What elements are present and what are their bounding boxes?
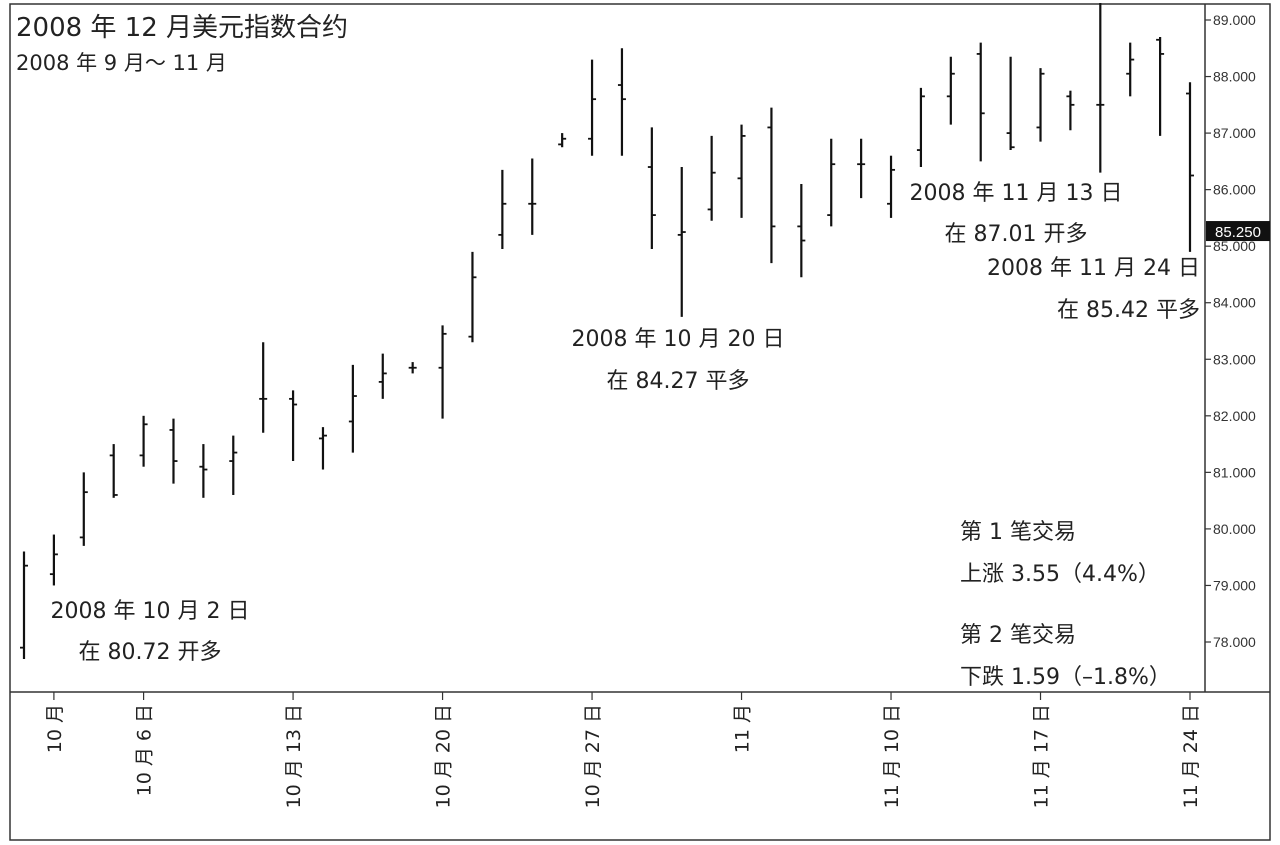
ohlc-bar xyxy=(318,427,327,470)
y-tick-label: 88.000 xyxy=(1213,69,1256,85)
x-tick-label: 11 月 10 日 xyxy=(881,704,903,808)
ohlc-bar xyxy=(79,472,88,546)
ohlc-bar xyxy=(946,56,955,125)
annotation-line1: 2008 年 11 月 13 日 xyxy=(910,181,1123,206)
x-tick-label: 10 月 6 日 xyxy=(134,704,156,796)
ohlc-bar xyxy=(558,133,567,148)
ohlc-bar xyxy=(647,127,656,250)
ohlc-bar xyxy=(1036,68,1045,142)
annotation-oct-2: 2008 年 10 月 2 日 在 80.72 开多 xyxy=(51,599,250,665)
annotation-nov-13: 2008 年 11 月 13 日 在 87.01 开多 xyxy=(910,181,1123,247)
x-tick-label: 10 月 13 日 xyxy=(283,704,305,808)
x-tick-label: 10 月 xyxy=(44,704,66,753)
ohlc-bar xyxy=(498,169,507,250)
annotation-line2: 在 84.27 平多 xyxy=(607,369,750,394)
y-tick-label: 83.000 xyxy=(1213,351,1256,367)
ohlc-bar xyxy=(677,167,686,317)
annotation-line2: 在 87.01 开多 xyxy=(945,222,1088,247)
ohlc-bar xyxy=(767,107,776,264)
ohlc-bar xyxy=(617,48,626,156)
ohlc-bar xyxy=(1066,90,1075,131)
annotation-line2: 在 80.72 开多 xyxy=(79,640,222,665)
ohlc-bar xyxy=(827,138,836,227)
ohlc-bar xyxy=(1096,3,1105,173)
y-tick-label: 81.000 xyxy=(1213,464,1256,480)
ohlc-bar xyxy=(887,155,896,218)
ohlc-bar xyxy=(139,415,148,467)
y-tick-label: 86.000 xyxy=(1213,182,1256,198)
ohlc-bar xyxy=(1006,56,1015,151)
y-tick-label: 89.000 xyxy=(1213,12,1256,28)
chart-subtitle: 2008 年 9 月～ 11 月 xyxy=(16,51,227,75)
last-price-marker: 85.250 xyxy=(1206,221,1270,242)
ohlc-bar xyxy=(229,435,238,495)
y-tick-label: 79.000 xyxy=(1213,577,1256,593)
annotation-line1: 2008 年 11 月 24 日 xyxy=(987,256,1200,281)
ohlc-bar xyxy=(588,59,597,156)
y-tick-label: 80.000 xyxy=(1213,521,1256,537)
chart-frame xyxy=(9,3,1271,841)
ohlc-bar xyxy=(976,42,985,162)
ohlc-bar xyxy=(348,364,357,453)
chart-title: 2008 年 12 月美元指数合约 xyxy=(16,13,348,43)
trade-summary: 第 1 笔交易 上涨 3.55（4.4%） 第 2 笔交易 下跌 1.59（–1… xyxy=(960,520,1171,690)
x-axis: 10 月 10 月 6 日 10 月 13 日 10 月 20 日 10 月 27 日 1… xyxy=(44,692,1202,808)
ohlc-bar xyxy=(408,362,417,374)
ohlc-bar xyxy=(109,444,118,498)
trade-2-result: 下跌 1.59（–1.8%） xyxy=(960,665,1171,690)
ohlc-bar xyxy=(199,444,208,498)
y-tick-label: 78.000 xyxy=(1213,634,1256,650)
x-tick-label: 11 月 xyxy=(732,704,754,753)
last-price-label: 85.250 xyxy=(1215,224,1261,241)
y-tick-label: 85.000 xyxy=(1213,238,1256,254)
ohlc-bar xyxy=(707,135,716,221)
trade-1-title: 第 1 笔交易 xyxy=(960,520,1076,545)
ohlc-bar xyxy=(797,183,806,278)
annotation-oct-20: 2008 年 10 月 20 日 在 84.27 平多 xyxy=(572,327,785,394)
ohlc-bar xyxy=(259,342,268,433)
ohlc-bar xyxy=(169,418,178,484)
annotation-line2: 在 85.42 平多 xyxy=(1057,298,1200,323)
ohlc-bar xyxy=(1156,36,1165,136)
ohlc-bar xyxy=(438,325,447,419)
ohlc-bar xyxy=(737,124,746,218)
ohlc-bar xyxy=(1186,82,1194,252)
last-price-box xyxy=(1206,221,1270,242)
y-tick-label: 82.000 xyxy=(1213,408,1256,424)
x-tick-label: 10 月 20 日 xyxy=(433,704,455,808)
y-tick-label: 84.000 xyxy=(1213,295,1256,311)
ohlc-bar xyxy=(857,138,866,199)
annotation-line1: 2008 年 10 月 20 日 xyxy=(572,327,785,352)
y-axis: 89.000 88.000 87.000 86.000 85.000 84.000 83.0… xyxy=(1205,12,1256,650)
ohlc-bar xyxy=(916,87,925,168)
x-tick-label: 11 月 17 日 xyxy=(1031,704,1053,808)
x-tick-label: 11 月 24 日 xyxy=(1180,704,1202,808)
ohlc-bar xyxy=(20,551,28,659)
trade-2-title: 第 2 笔交易 xyxy=(960,623,1076,648)
annotation-line1: 2008 年 10 月 2 日 xyxy=(51,599,250,624)
x-tick-label: 10 月 27 日 xyxy=(582,704,604,808)
ohlc-bar xyxy=(49,534,58,586)
ohlc-bars xyxy=(20,3,1194,659)
ohlc-bar xyxy=(378,353,387,399)
ohlc-bar xyxy=(468,251,477,343)
trade-1-result: 上涨 3.55（4.4%） xyxy=(960,562,1160,587)
y-tick-label: 87.000 xyxy=(1213,125,1256,141)
ohlc-bar xyxy=(289,390,298,462)
annotation-nov-24: 2008 年 11 月 24 日 在 85.42 平多 xyxy=(987,256,1200,323)
ohlc-bar xyxy=(528,158,537,235)
ohlc-bar xyxy=(1126,42,1135,97)
